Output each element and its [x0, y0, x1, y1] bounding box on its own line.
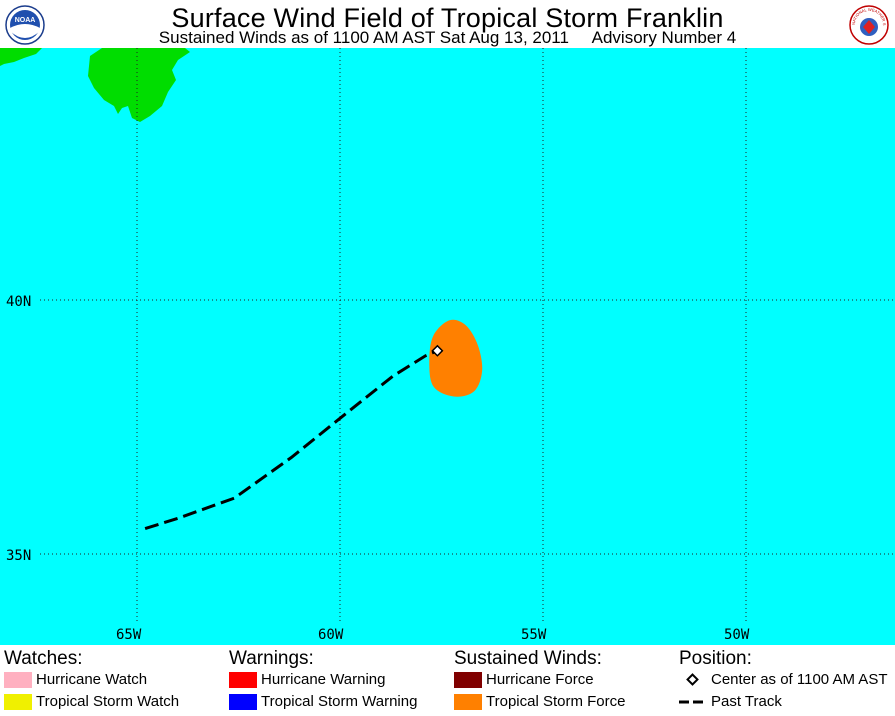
- header: NOAA Surface Wind Field of Tropical Stor…: [0, 0, 895, 48]
- legend-label: Tropical Storm Warning: [261, 693, 418, 710]
- legend-label: Hurricane Force: [486, 671, 594, 688]
- noaa-logo-icon: NOAA: [5, 5, 45, 45]
- hurricane-force-swatch: [454, 672, 482, 688]
- graticule-labels: 40N 35N 65W 60W 55W 50W: [6, 294, 750, 643]
- map-canvas: 40N 35N 65W 60W 55W 50W: [0, 48, 895, 645]
- hurricane-watch-swatch: [4, 672, 32, 688]
- lon-label-55w: 55W: [521, 627, 547, 643]
- lat-label-35n: 35N: [6, 548, 31, 564]
- legend-label: Past Track: [711, 693, 782, 710]
- legend-label: Hurricane Watch: [36, 671, 148, 688]
- past-track: [144, 349, 438, 531]
- lon-label-65w: 65W: [116, 627, 142, 643]
- hurricane-warning-swatch: [229, 672, 257, 688]
- land-nova-scotia: [0, 48, 42, 66]
- tropical-storm-watch-swatch: [4, 694, 32, 710]
- tropical-storm-force-swatch: [454, 694, 482, 710]
- legend-label: Hurricane Warning: [261, 671, 386, 688]
- legend-label: Tropical Storm Watch: [36, 693, 180, 710]
- lon-label-50w: 50W: [724, 627, 750, 643]
- dashed-line-icon: [679, 700, 707, 704]
- tropical-storm-force-wind-field: [429, 319, 483, 397]
- storm-center-marker: [431, 344, 444, 357]
- tropical-storm-warning-swatch: [229, 694, 257, 710]
- legend-winds-heading: Sustained Winds:: [454, 648, 602, 669]
- legend-label: Center as of 1100 AM AST: [711, 671, 888, 688]
- diamond-icon: [686, 673, 699, 686]
- nws-logo-icon: NATIONAL WEATHER SERVICE: [849, 5, 889, 45]
- land-newfoundland: [88, 48, 190, 122]
- legend-watches-heading: Watches:: [4, 648, 83, 669]
- legend-position-heading: Position:: [679, 648, 752, 669]
- page-subtitle: Sustained Winds as of 1100 AM AST Sat Au…: [158, 28, 737, 47]
- page-title: Surface Wind Field of Tropical Storm Fra…: [171, 3, 724, 33]
- lon-label-60w: 60W: [318, 627, 344, 643]
- legend: Watches: Hurricane Watch Tropical Storm …: [0, 645, 895, 716]
- lat-label-40n: 40N: [6, 294, 31, 310]
- map: 40N 35N 65W 60W 55W 50W: [0, 48, 895, 645]
- graticule: [40, 48, 895, 622]
- legend-warnings-heading: Warnings:: [229, 648, 314, 669]
- legend-label: Tropical Storm Force: [486, 693, 626, 710]
- noaa-logo-text: NOAA: [15, 17, 36, 24]
